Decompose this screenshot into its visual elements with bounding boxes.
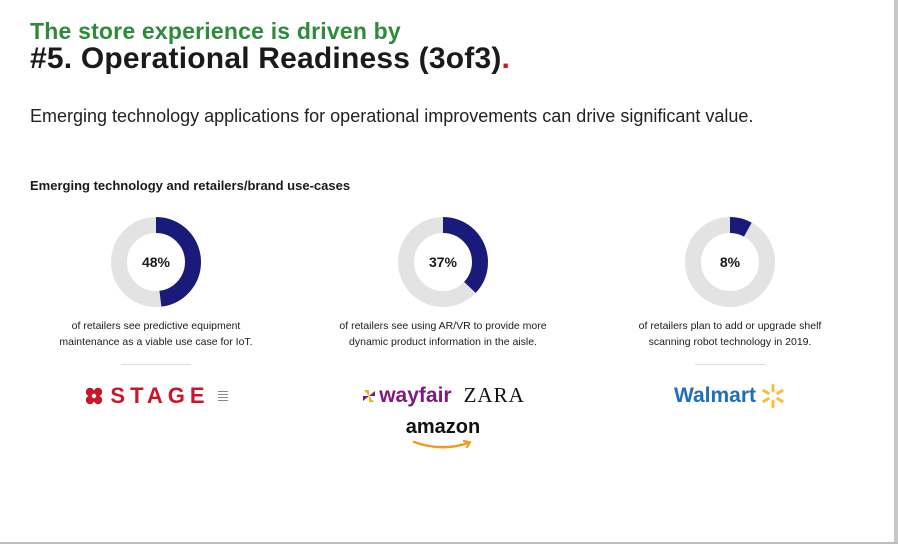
stat-caption-line: of retailers see using AR/VR to provide …	[339, 320, 547, 332]
logo-group: STAGE	[16, 383, 296, 409]
stat-card-ar-vr: 37% of retailers see using AR/VR to prov…	[303, 216, 583, 449]
stat-caption-line: scanning robot technology in 2019.	[648, 336, 812, 348]
donut-arc	[685, 217, 775, 307]
amazon-logo-text: amazon	[405, 416, 481, 438]
stage-logo-text: STAGE	[110, 383, 210, 408]
logo-group: wayfair ZARA amazon	[303, 383, 583, 449]
slide-title: #5. Operational Readiness (3of3).	[30, 42, 510, 76]
slide-subtitle: Emerging technology applications for ope…	[30, 106, 754, 126]
section-heading: Emerging technology and retailers/brand …	[30, 178, 351, 193]
logo-group: Walmart	[590, 383, 870, 409]
stat-caption: of retailers plan to add or upgrade shel…	[590, 318, 870, 350]
donut-arc	[111, 217, 201, 307]
donut-value-label: 48%	[142, 254, 171, 270]
wayfair-pinwheel-icon	[363, 389, 376, 402]
slide-title-text: #5. Operational Readiness (3of3)	[30, 42, 502, 75]
stat-caption: of retailers see predictive equipment ma…	[16, 318, 296, 350]
wayfair-logo-text: wayfair	[379, 383, 452, 407]
walmart-logo: Walmart	[590, 383, 870, 409]
slide-right-edge	[894, 0, 898, 544]
walmart-spark-icon	[762, 384, 784, 408]
divider	[695, 364, 765, 365]
stat-card-shelf-robots: 8% of retailers plan to add or upgrade s…	[590, 216, 870, 409]
slide-kicker: The store experience is driven by	[30, 18, 401, 44]
logo-row: wayfair ZARA	[303, 383, 583, 408]
stage-logo: STAGE	[16, 383, 296, 409]
zara-logo: ZARA	[463, 383, 525, 407]
stat-caption-line: dynamic product information in the aisle…	[349, 336, 537, 348]
stat-caption: of retailers see using AR/VR to provide …	[303, 318, 583, 350]
stat-caption-line: of retailers plan to add or upgrade shel…	[638, 320, 822, 332]
wayfair-logo: wayfair	[361, 383, 452, 408]
stat-caption-line: of retailers see predictive equipment	[71, 320, 241, 332]
slide-bottom-edge	[0, 542, 898, 544]
walmart-logo-text: Walmart	[673, 384, 757, 407]
stat-card-iot: 48% of retailers see predictive equipmen…	[16, 216, 296, 409]
stage-logo-tagline-marks	[217, 391, 228, 401]
donut-chart-ar-vr: 37%	[398, 217, 488, 307]
amazon-logo: amazon	[405, 416, 481, 449]
amazon-smile-icon	[412, 440, 472, 449]
donut-chart-iot: 48%	[111, 217, 201, 307]
donut-chart-shelf-robots: 8%	[685, 217, 775, 307]
donut-value-label: 8%	[720, 254, 741, 270]
title-red-dot: .	[501, 42, 511, 75]
donut-value-label: 37%	[429, 254, 458, 270]
donut-arc	[398, 217, 488, 307]
stat-caption-line: maintenance as a viable use case for IoT…	[59, 336, 253, 348]
stage-flower-icon	[86, 387, 103, 405]
divider	[121, 364, 191, 365]
